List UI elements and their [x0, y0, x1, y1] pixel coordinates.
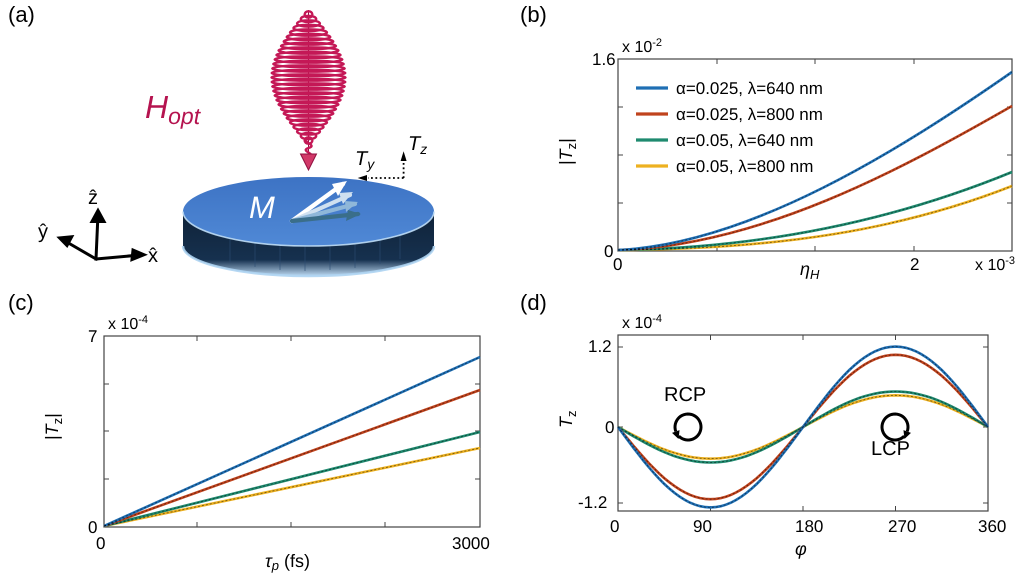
svg-text:φ: φ [795, 539, 807, 559]
svg-text:1.2: 1.2 [588, 337, 612, 356]
svg-text:0: 0 [605, 418, 614, 437]
svg-text:Tz: Tz [556, 411, 579, 429]
svg-text:LCP: LCP [871, 438, 910, 460]
svg-text:360: 360 [978, 517, 1006, 536]
svg-text:-1.2: -1.2 [578, 493, 607, 512]
svg-text:90: 90 [693, 517, 712, 536]
svg-text:RCP: RCP [664, 384, 706, 406]
svg-text:270: 270 [888, 517, 916, 536]
svg-text:0: 0 [610, 517, 619, 536]
svg-text:180: 180 [795, 517, 823, 536]
svg-text:x 10-4: x 10-4 [622, 313, 662, 332]
